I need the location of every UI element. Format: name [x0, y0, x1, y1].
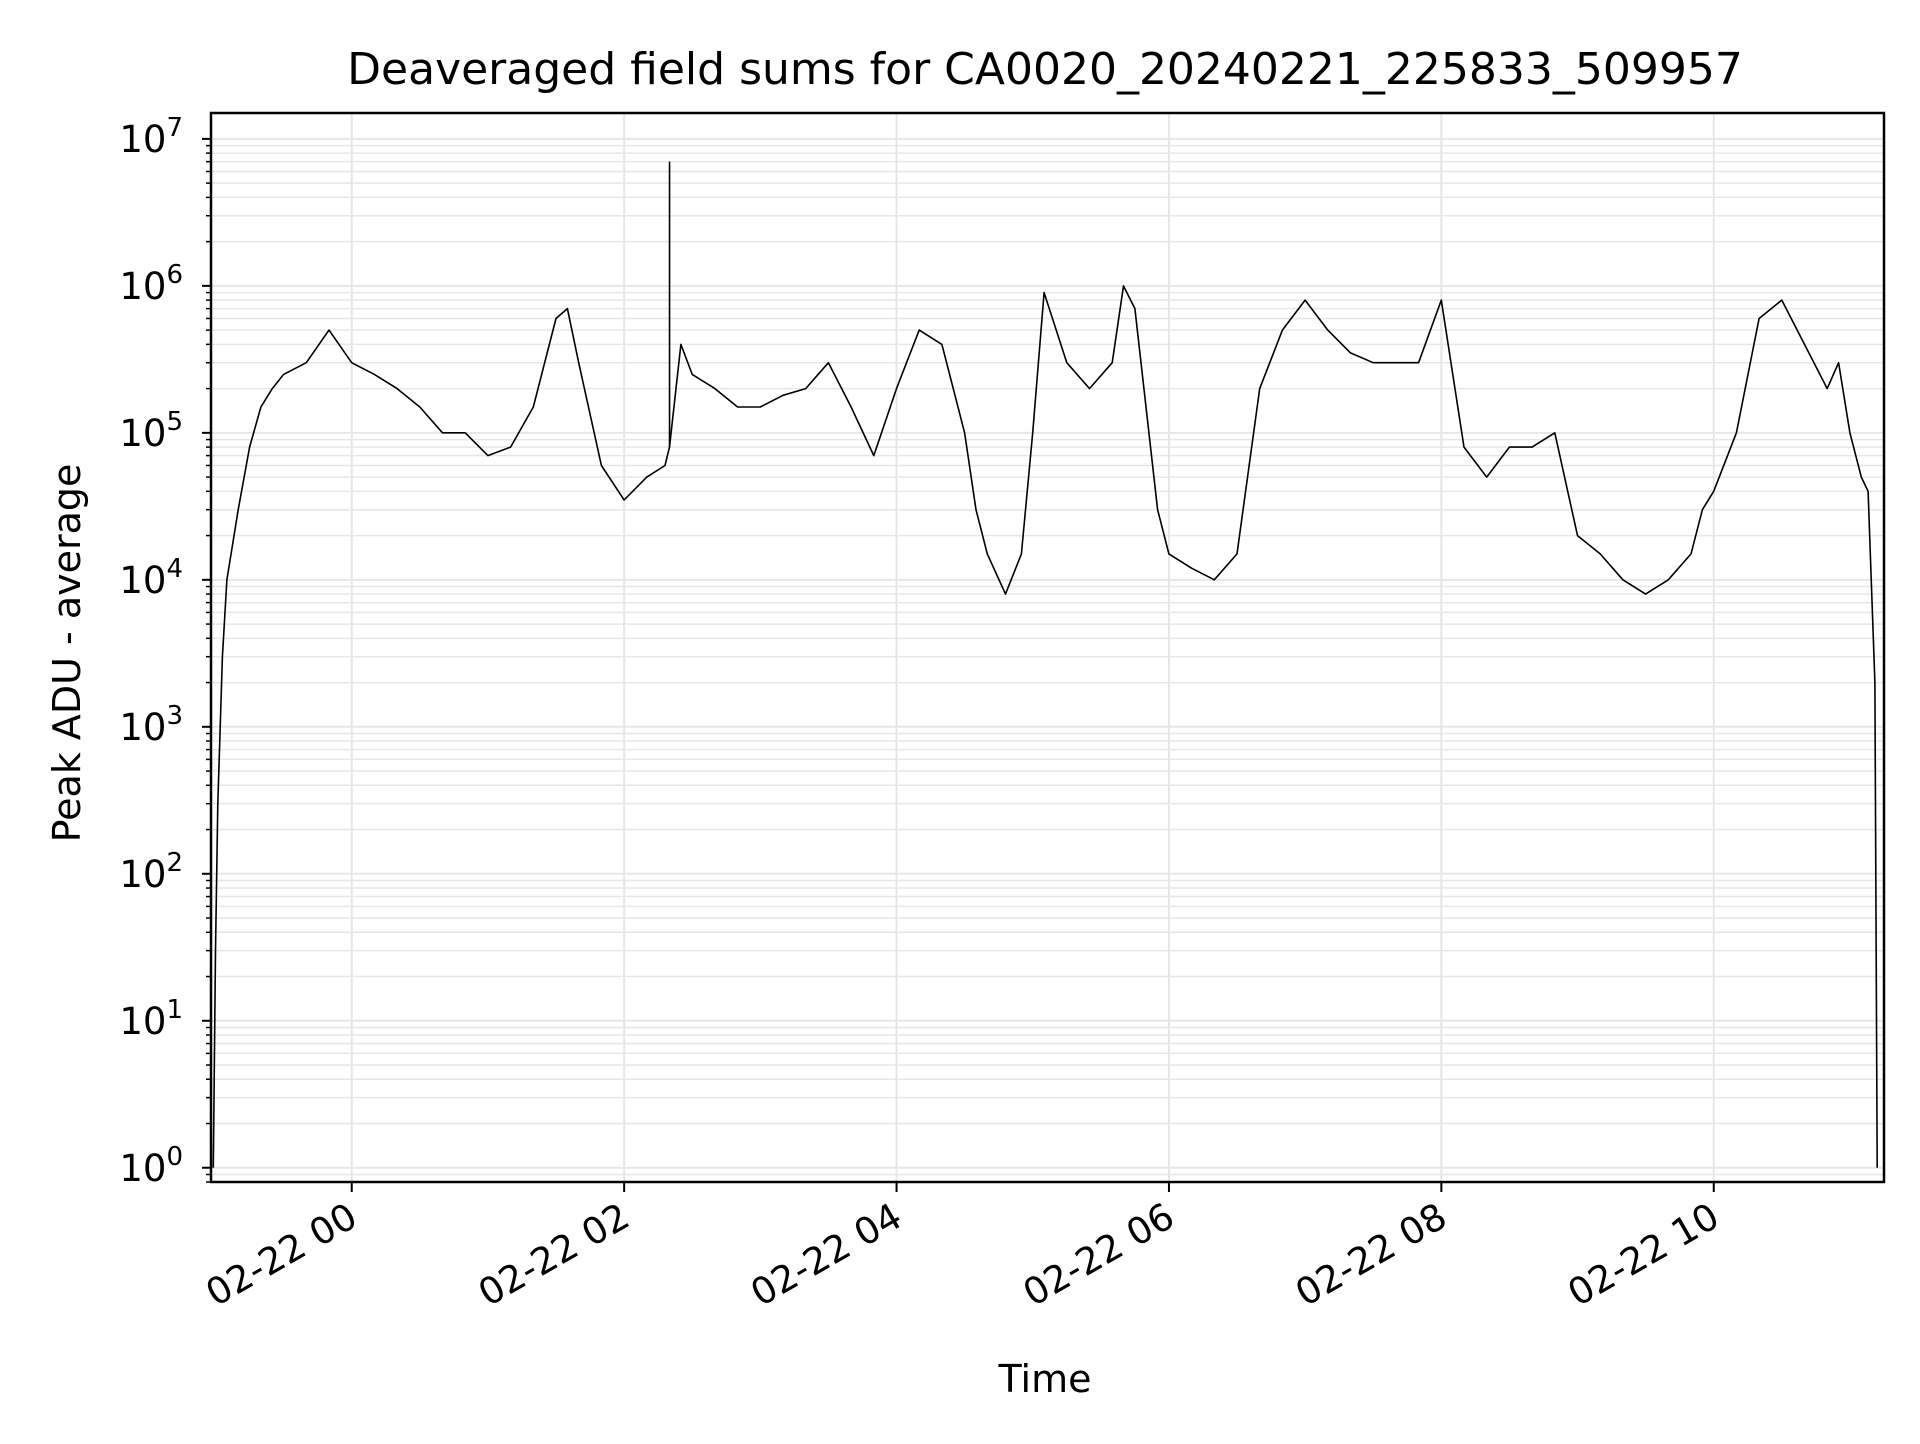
y-tick-label: 104: [119, 554, 183, 602]
y-tick-label: 107: [119, 113, 183, 161]
y-tick-label: 102: [119, 848, 183, 896]
series-line: [212, 285, 1878, 1168]
grid-lines: [211, 113, 1884, 1183]
y-tick-label: 106: [119, 260, 183, 308]
data-series: [212, 161, 1878, 1168]
y-tick-label: 101: [119, 995, 183, 1043]
chart-title: Deaveraged field sums for CA0020_2024022…: [347, 44, 1743, 95]
y-tick-label: 100: [119, 1142, 183, 1190]
x-axis-label: Time: [998, 1357, 1092, 1401]
y-axis-label: Peak ADU - average: [45, 464, 89, 843]
y-tick-label: 103: [119, 701, 183, 749]
y-tick-label: 105: [119, 407, 183, 455]
plot-frame: [209, 111, 1886, 1184]
